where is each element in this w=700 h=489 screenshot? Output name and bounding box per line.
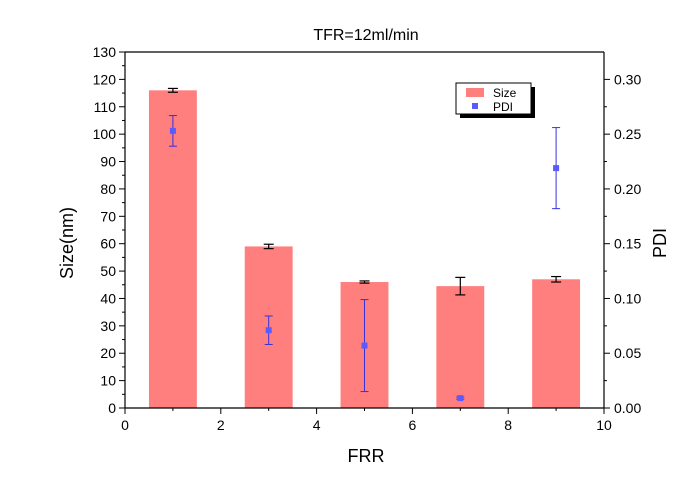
x-tick-label: 10	[596, 417, 612, 433]
x-tick-label: 2	[217, 417, 225, 433]
y-tick-label: 100	[93, 126, 117, 142]
legend-pdi-swatch	[472, 103, 478, 109]
y-tick-label: 120	[93, 71, 117, 87]
y-tick-label: 80	[100, 181, 116, 197]
y-tick-label: 30	[100, 318, 116, 334]
chart-title: TFR=12ml/min	[313, 27, 418, 44]
pdi-points-group	[169, 127, 560, 402]
y-tick-label: 110	[94, 99, 117, 115]
ticks-group: 0 2 4 6 8 1001020304050607080901001101201300.…	[93, 44, 642, 433]
y-tick-label: 20	[100, 345, 116, 361]
y-tick-label: 0	[108, 400, 116, 416]
legend: Size PDI	[455, 82, 535, 118]
y2-tick-label: 0.00	[614, 400, 641, 416]
legend-size-swatch	[466, 88, 484, 97]
x-tick-label: 4	[313, 417, 321, 433]
x-tick-label: 6	[409, 417, 417, 433]
pdi-point	[169, 127, 176, 134]
pdi-point	[553, 165, 560, 172]
y-tick-label: 10	[100, 373, 116, 389]
pdi-point	[265, 327, 272, 334]
y-tick-label: 60	[100, 236, 116, 252]
y-axis-title: Size(nm)	[57, 207, 77, 279]
x-tick-label: 8	[504, 417, 512, 433]
y-tick-label: 70	[100, 208, 116, 224]
y2-tick-label: 0.10	[614, 290, 641, 306]
y2-tick-label: 0.05	[614, 345, 641, 361]
pdi-errors-group	[168, 115, 561, 400]
x-axis-title: FRR	[348, 446, 385, 466]
y2-tick-label: 0.25	[614, 126, 641, 142]
y-tick-label: 90	[100, 154, 116, 170]
y2-tick-label: 0.15	[614, 236, 641, 252]
y2-tick-label: 0.20	[614, 181, 641, 197]
pdi-point	[457, 395, 464, 402]
legend-pdi-label: PDI	[493, 100, 513, 114]
y2-tick-label: 0.30	[614, 71, 641, 87]
y2-axis-title: PDI	[650, 228, 670, 258]
x-tick-label: 0	[121, 417, 129, 433]
y-tick-label: 50	[100, 263, 116, 279]
bar-size	[532, 279, 581, 408]
y-tick-label: 40	[100, 290, 116, 306]
legend-size-label: Size	[493, 86, 517, 100]
bar-size	[436, 286, 485, 408]
bars-group	[148, 90, 581, 408]
bar-errors-group	[167, 87, 562, 296]
pdi-point	[361, 342, 368, 349]
y-tick-label: 130	[93, 44, 117, 60]
